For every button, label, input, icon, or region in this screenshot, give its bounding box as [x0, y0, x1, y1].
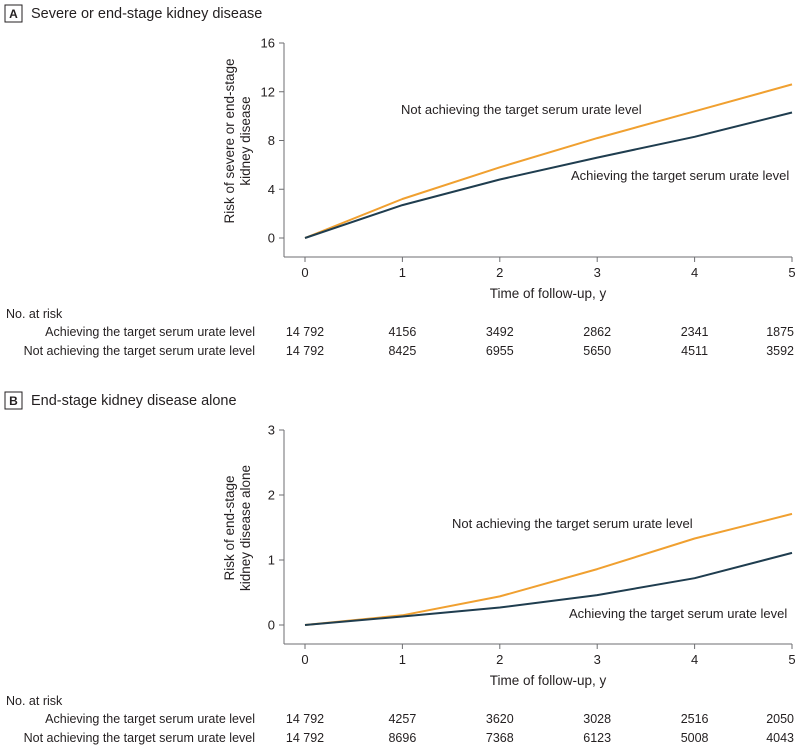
- panel-b-series-lines: [304, 512, 793, 626]
- x-tick-label: 3: [594, 265, 601, 280]
- y-tick-label: 16: [261, 36, 275, 51]
- x-tick-label: 1: [399, 265, 406, 280]
- panel-a: A Severe or end-stage kidney disease Ris…: [4, 4, 796, 358]
- panel-b-label-achieving: Achieving the target serum urate level: [569, 606, 787, 621]
- panel-b-ylabel-line2: kidney disease alone: [238, 465, 253, 591]
- risk-count: 5008: [681, 731, 709, 745]
- risk-count: 2050: [766, 712, 794, 726]
- risk-count: 8425: [388, 344, 416, 358]
- x-tick-label: 0: [301, 265, 308, 280]
- y-tick-label: 1: [268, 553, 275, 568]
- risk-count: 14 792: [286, 344, 324, 358]
- panel-b-x-ticks: 0 1 2 3 4 5: [301, 644, 796, 667]
- risk-count: 2862: [583, 325, 611, 339]
- risk-count: 8696: [388, 731, 416, 745]
- panel-b-risk-header: No. at risk: [6, 694, 63, 708]
- panel-a-ylabel-line2: kidney disease: [238, 96, 253, 185]
- risk-count: 14 792: [286, 712, 324, 726]
- series-line-not-achieving: [304, 83, 793, 239]
- risk-count: 4043: [766, 731, 794, 745]
- risk-count: 2341: [681, 325, 709, 339]
- x-tick-label: 2: [496, 652, 503, 667]
- risk-count: 3492: [486, 325, 514, 339]
- panel-b-title: End-stage kidney disease alone: [31, 393, 237, 409]
- panel-b-xlabel: Time of follow-up, y: [490, 673, 607, 688]
- panel-b-risk-row-label: Achieving the target serum urate level: [45, 712, 255, 726]
- panel-a-xlabel: Time of follow-up, y: [490, 286, 607, 301]
- panel-b-y-axis: 0 1 2 3: [268, 423, 285, 644]
- y-tick-label: 4: [268, 182, 275, 197]
- panel-b-label-not-achieving: Not achieving the target serum urate lev…: [452, 516, 693, 531]
- risk-count: 7368: [486, 731, 514, 745]
- risk-count: 5650: [583, 344, 611, 358]
- risk-count: 6123: [583, 731, 611, 745]
- y-tick-label: 0: [268, 231, 275, 246]
- panel-a-risk-table: No. at risk Achieving the target serum u…: [6, 307, 794, 358]
- y-tick-label: 8: [268, 133, 275, 148]
- risk-count: 4156: [388, 325, 416, 339]
- y-tick-label: 2: [268, 488, 275, 503]
- panel-a-x-ticks: 0 1 2 3 4 5: [301, 257, 796, 280]
- panel-a-label-achieving: Achieving the target serum urate level: [571, 168, 789, 183]
- risk-count: 14 792: [286, 731, 324, 745]
- panel-a-x-axis: 0 1 2 3 4 5: [284, 256, 796, 280]
- risk-count: 4257: [388, 712, 416, 726]
- risk-count: 6955: [486, 344, 514, 358]
- x-tick-label: 5: [788, 652, 795, 667]
- x-tick-label: 3: [594, 652, 601, 667]
- x-tick-label: 1: [399, 652, 406, 667]
- panel-a-label-not-achieving: Not achieving the target serum urate lev…: [401, 102, 642, 117]
- panel-a-risk-header: No. at risk: [6, 307, 63, 321]
- panel-b-y-ticks: 0 1 2 3: [268, 423, 284, 633]
- risk-count: 3620: [486, 712, 514, 726]
- risk-count: 14 792: [286, 325, 324, 339]
- panel-a-risk-row-label: Not achieving the target serum urate lev…: [24, 344, 255, 358]
- panel-b-ylabel-line1: Risk of end-stage: [222, 475, 237, 580]
- y-tick-label: 3: [268, 423, 275, 438]
- panel-a-risk-values: 14 792 4156 3492 2862 2341 1875 14 792 8425 6955…: [286, 325, 794, 358]
- panel-b-badge-letter: B: [9, 394, 18, 408]
- x-tick-label: 2: [496, 265, 503, 280]
- x-tick-label: 4: [691, 265, 698, 280]
- panel-a-title: Severe or end-stage kidney disease: [31, 6, 262, 22]
- panel-b-risk-table: No. at risk Achieving the target serum u…: [6, 694, 794, 745]
- x-tick-label: 4: [691, 652, 698, 667]
- panel-a-badge-letter: A: [9, 7, 18, 21]
- risk-count: 3592: [766, 344, 794, 358]
- x-tick-label: 5: [788, 265, 795, 280]
- panel-a-y-ticks: 0 4 8 12 16: [261, 36, 284, 246]
- y-tick-label: 12: [261, 84, 275, 99]
- panel-a-badge: [4, 4, 23, 23]
- panel-a-y-axis: 0 4 8 12 16: [261, 36, 285, 257]
- panel-b-x-axis: 0 1 2 3 4 5: [284, 643, 796, 667]
- panel-b-badge: [4, 391, 23, 410]
- series-line-achieving: [304, 111, 793, 239]
- panel-a-ylabel-line1: Risk of severe or end-stage: [222, 58, 237, 223]
- y-tick-label: 0: [268, 618, 275, 633]
- series-line-achieving: [304, 551, 793, 626]
- panel-b-risk-values: 14 792 4257 3620 3028 2516 2050 14 792 8696 7368…: [286, 712, 794, 745]
- panel-b: B End-stage kidney disease alone Risk of…: [4, 391, 796, 745]
- panel-a-risk-row-label: Achieving the target serum urate level: [45, 325, 255, 339]
- risk-count: 2516: [681, 712, 709, 726]
- panel-a-series-lines: [304, 83, 793, 239]
- risk-count: 4511: [681, 344, 708, 358]
- risk-count: 3028: [583, 712, 611, 726]
- x-tick-label: 0: [301, 652, 308, 667]
- risk-count: 1875: [766, 325, 794, 339]
- panel-b-risk-row-label: Not achieving the target serum urate lev…: [24, 731, 255, 745]
